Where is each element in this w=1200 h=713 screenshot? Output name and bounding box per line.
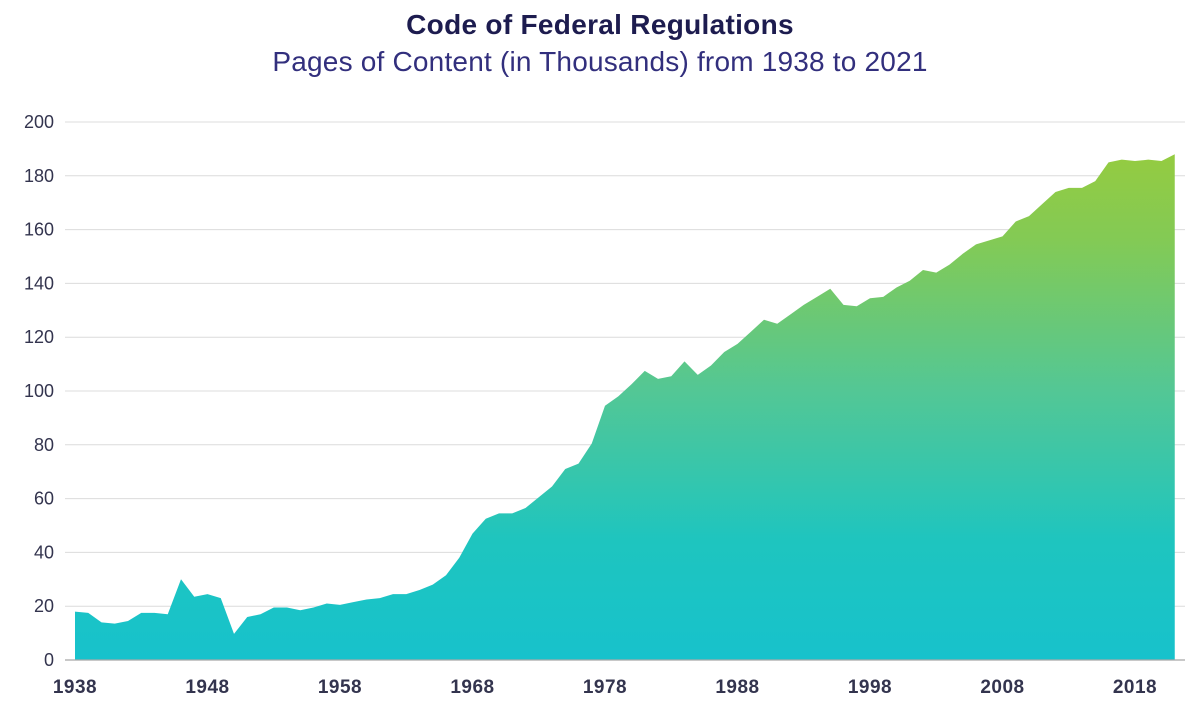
chart-subtitle: Pages of Content (in Thousands) from 193… bbox=[272, 46, 928, 77]
y-tick-label: 140 bbox=[24, 273, 54, 293]
x-tick-label: 2018 bbox=[1113, 677, 1157, 698]
area-series bbox=[75, 154, 1175, 660]
y-tick-label: 80 bbox=[34, 435, 54, 455]
y-tick-label: 60 bbox=[34, 489, 54, 509]
x-tick-label: 1998 bbox=[848, 677, 892, 698]
y-tick-label: 200 bbox=[24, 112, 54, 132]
x-tick-label: 1948 bbox=[185, 677, 229, 698]
y-tick-label: 160 bbox=[24, 220, 54, 240]
y-tick-label: 180 bbox=[24, 166, 54, 186]
x-tick-label: 1938 bbox=[53, 677, 97, 698]
x-axis-labels: 1938 1948 1958 1968 1978 1988 1998 2008 2018 bbox=[53, 677, 1157, 698]
y-tick-label: 20 bbox=[34, 596, 54, 616]
y-tick-label: 120 bbox=[24, 327, 54, 347]
y-tick-label: 0 bbox=[44, 650, 54, 670]
chart-title: Code of Federal Regulations bbox=[406, 9, 794, 40]
y-tick-label: 40 bbox=[34, 542, 54, 562]
x-tick-label: 1988 bbox=[715, 677, 759, 698]
y-axis-labels: 0 20 40 60 80 100 120 140 160 180 200 bbox=[24, 112, 54, 670]
x-tick-label: 1958 bbox=[318, 677, 362, 698]
y-tick-label: 100 bbox=[24, 381, 54, 401]
x-tick-label: 1978 bbox=[583, 677, 627, 698]
chart-header: Code of Federal Regulations Pages of Con… bbox=[0, 8, 1200, 79]
x-tick-label: 2008 bbox=[980, 677, 1024, 698]
x-tick-label: 1968 bbox=[450, 677, 494, 698]
